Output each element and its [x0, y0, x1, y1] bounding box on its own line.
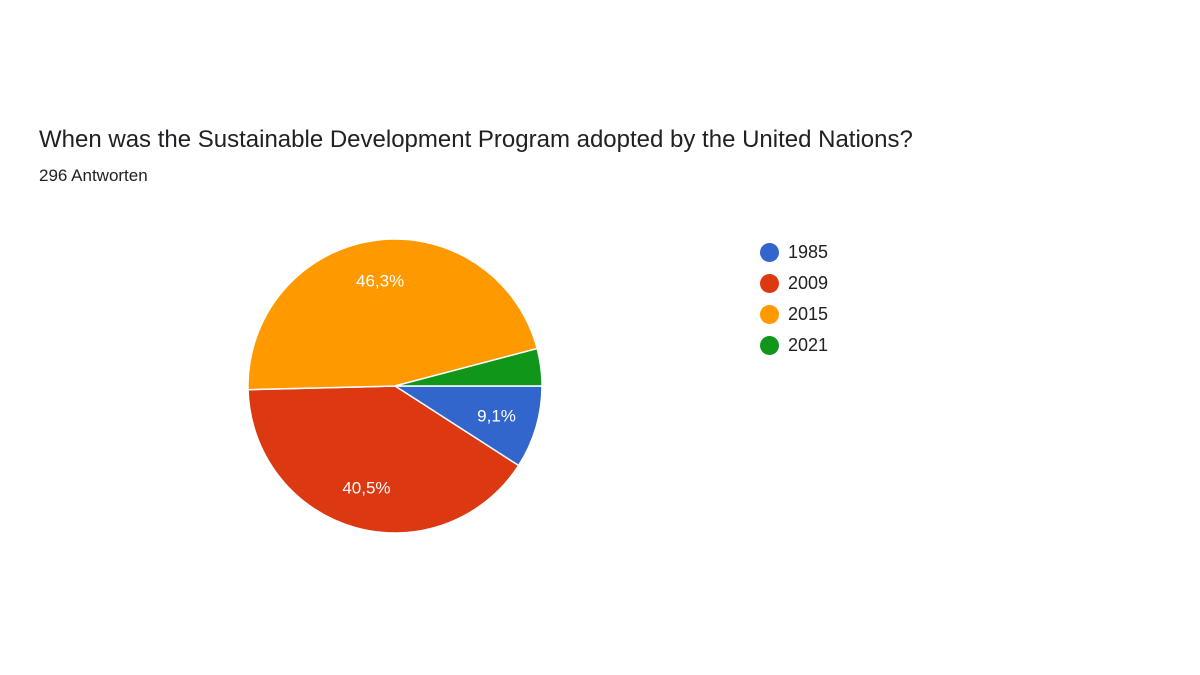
question-title: When was the Sustainable Development Pro… — [39, 126, 913, 153]
pie-slice-2009[interactable] — [247, 385, 520, 534]
pie-slice-1985[interactable] — [392, 385, 543, 467]
legend-label-1985: 1985 — [788, 242, 829, 262]
response-count: 296 Antworten — [39, 166, 148, 185]
legend-dot-1985 — [760, 243, 779, 262]
slice-label-2009: 40,5% — [342, 478, 390, 497]
legend-dot-2021 — [760, 336, 779, 355]
legend-label-2009: 2009 — [788, 273, 829, 293]
slice-label-1985: 9,1% — [477, 406, 516, 425]
slice-label-2015: 46,3% — [356, 272, 404, 291]
legend-item-2021[interactable]: 2021 — [760, 330, 828, 361]
pie-labels: 9,1% 40,5% 46,3% — [342, 272, 516, 498]
legend-label-2015: 2015 — [788, 304, 829, 324]
legend-item-2015[interactable]: 2015 — [760, 299, 828, 330]
pie-slices — [247, 238, 543, 534]
legend-item-1985[interactable]: 1985 — [760, 237, 828, 268]
legend: 1985 2009 2015 2021 — [760, 237, 828, 361]
legend-label-2021: 2021 — [788, 335, 829, 355]
legend-item-2009[interactable]: 2009 — [760, 268, 828, 299]
legend-dot-2009 — [760, 274, 779, 293]
pie-slice-2021[interactable] — [394, 347, 543, 387]
pie-slice-2015[interactable] — [247, 238, 539, 391]
legend-dot-2015 — [760, 305, 779, 324]
